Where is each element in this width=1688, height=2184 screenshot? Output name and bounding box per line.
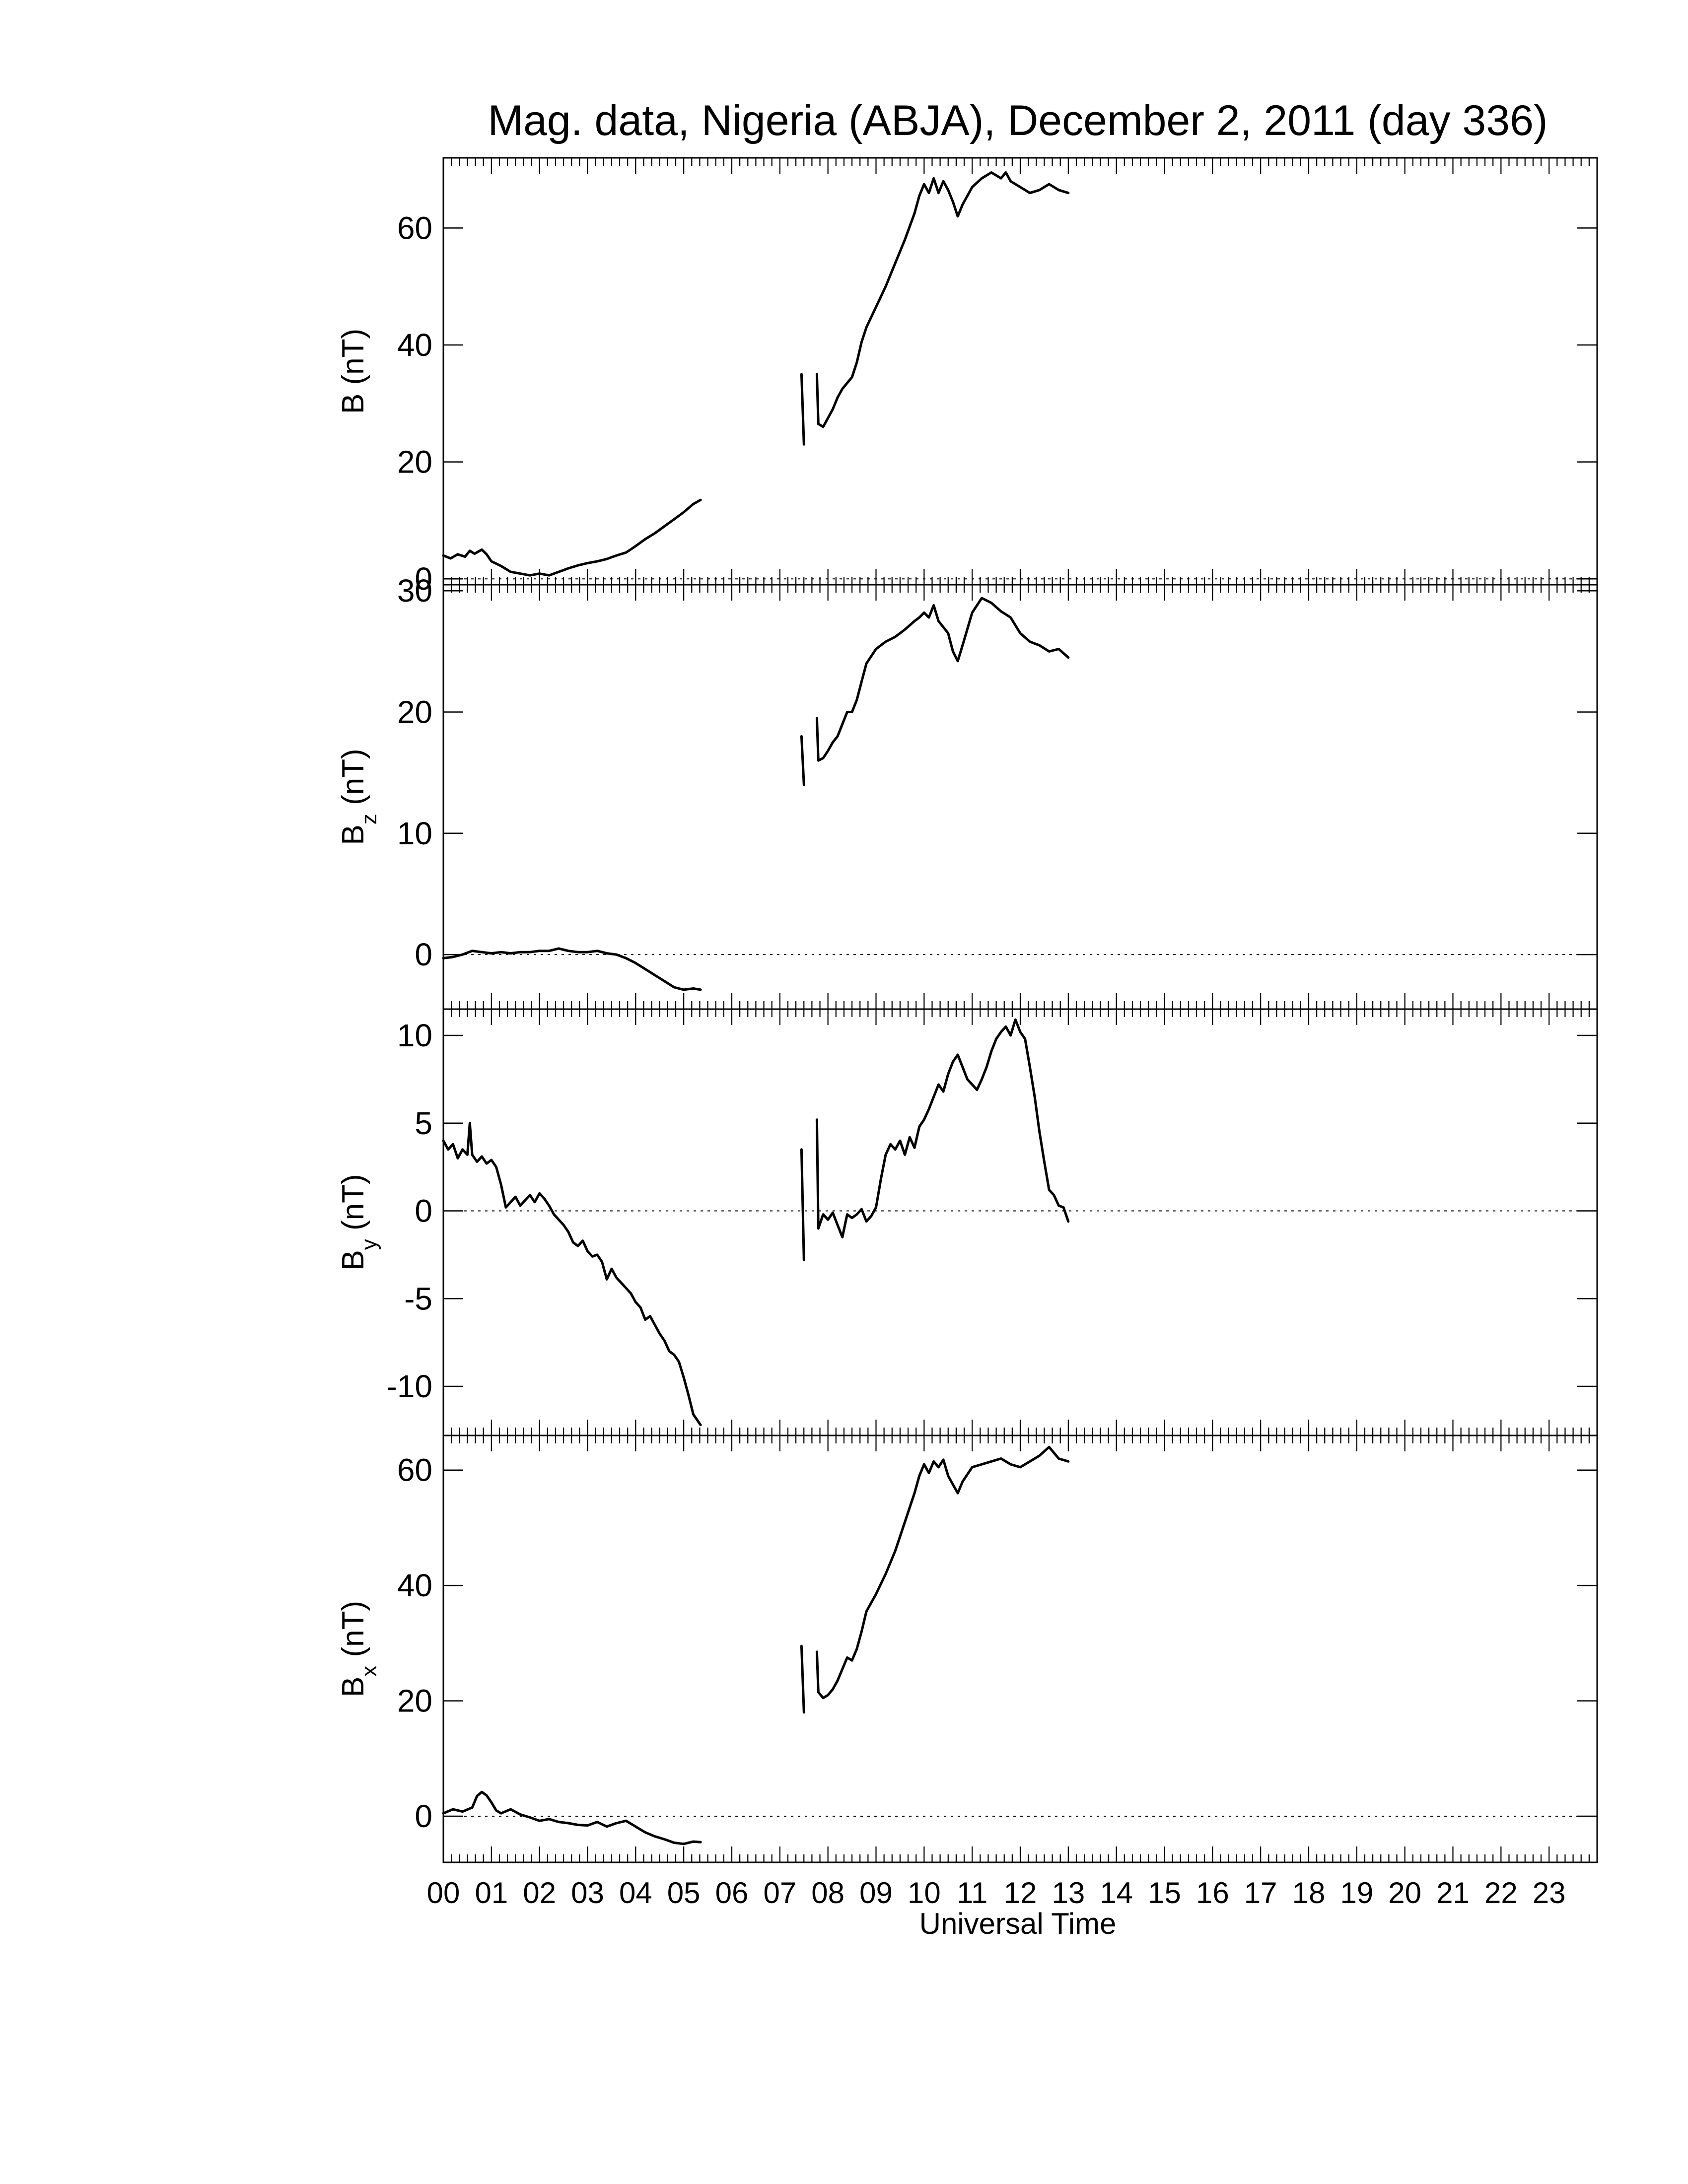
y-tick-label-B: 0 xyxy=(415,561,432,597)
x-tick-label: 21 xyxy=(1436,1876,1470,1910)
y-tick-label-Bx: 60 xyxy=(397,1452,432,1488)
y-axis-label-By: By (nT) xyxy=(336,1174,381,1270)
y-label-subscript: z xyxy=(357,814,381,824)
x-tick-label: 10 xyxy=(908,1876,941,1910)
y-axis-label-B: B (nT) xyxy=(336,329,370,414)
y-tick-label-Bx: 20 xyxy=(397,1683,432,1719)
panel-By: -10 -5 0 5 10 By (nT) xyxy=(336,1008,1598,1436)
y-label-unit: (nT) xyxy=(336,329,370,394)
x-tick-label: 22 xyxy=(1484,1876,1518,1910)
series-By-segment-0 xyxy=(442,1122,702,1427)
y-tick-label-By: 5 xyxy=(415,1105,432,1141)
series-Bz-segment-2 xyxy=(815,597,1070,762)
x-tick-label: 14 xyxy=(1100,1876,1133,1910)
x-tick-label: 18 xyxy=(1292,1876,1326,1910)
x-tick-label: 04 xyxy=(619,1876,652,1910)
x-tick-label: 09 xyxy=(859,1876,893,1910)
x-tick-label: 16 xyxy=(1196,1876,1229,1910)
y-label-symbol: B xyxy=(336,1250,370,1270)
x-axis-label: Universal Time xyxy=(919,1907,1117,1940)
figure-title: Mag. data, Nigeria (ABJA), December 2, 2… xyxy=(488,97,1547,144)
series-Bz-segment-0 xyxy=(442,947,702,991)
y-tick-label-Bx: 40 xyxy=(397,1568,432,1603)
y-tick-label-By: 10 xyxy=(397,1018,432,1053)
x-tick-label: 19 xyxy=(1340,1876,1373,1910)
y-tick-label-Bz: 30 xyxy=(397,573,432,609)
x-tick-label: 23 xyxy=(1533,1876,1566,1910)
x-tick-label: 05 xyxy=(667,1876,701,1910)
x-tick-labels: 00 01 02 03 04 05 06 07 08 09 10 11 12 13 14 15 16 17 18 19… xyxy=(427,1876,1566,1910)
x-tick-label: 07 xyxy=(763,1876,796,1910)
panel-Bx: 0 20 40 60 Bx (nT) xyxy=(336,1434,1598,1863)
series-By-segment-1 xyxy=(800,1148,805,1261)
y-tick-label-By: -10 xyxy=(387,1368,433,1404)
y-axis-label-Bx: Bx (nT) xyxy=(336,1601,381,1697)
y-label-subscript: x xyxy=(357,1666,381,1677)
y-tick-label-B: 40 xyxy=(397,327,432,363)
series-By-segment-2 xyxy=(815,1018,1070,1238)
x-tick-label: 08 xyxy=(811,1876,844,1910)
x-tick-label: 01 xyxy=(475,1876,508,1910)
y-label-symbol: B xyxy=(336,1677,370,1697)
y-tick-label-Bz: 0 xyxy=(415,937,432,972)
x-tick-label: 13 xyxy=(1052,1876,1085,1910)
series-Bx-segment-2 xyxy=(815,1445,1070,1700)
x-tick-label: 03 xyxy=(571,1876,604,1910)
y-label-symbol: B xyxy=(336,394,370,414)
y-label-unit: (nT) xyxy=(336,1174,370,1239)
y-tick-label-B: 20 xyxy=(397,444,432,480)
panels-container: 0 20 40 60 B (nT) 0 10 20 30 Bz (nT) -10 -5 0 5 10 By (… xyxy=(336,157,1598,1863)
x-tick-label: 02 xyxy=(523,1876,556,1910)
y-tick-label-By: -5 xyxy=(404,1281,432,1316)
y-label-unit: (nT) xyxy=(336,749,370,814)
series-B-segment-0 xyxy=(442,498,702,577)
x-tick-label: 06 xyxy=(715,1876,749,1910)
y-label-symbol: B xyxy=(336,824,370,845)
x-tick-label: 12 xyxy=(1004,1876,1037,1910)
y-tick-label-Bx: 0 xyxy=(415,1798,432,1834)
x-tick-label: 15 xyxy=(1148,1876,1181,1910)
panel-Bz: 0 10 20 30 Bz (nT) xyxy=(336,573,1598,1010)
y-tick-label-By: 0 xyxy=(415,1193,432,1229)
y-label-subscript: y xyxy=(357,1239,381,1250)
y-label-unit: (nT) xyxy=(336,1601,370,1666)
panel-B: 0 20 40 60 B (nT) xyxy=(336,157,1598,597)
y-tick-label-Bz: 10 xyxy=(397,816,432,851)
y-tick-label-Bz: 20 xyxy=(397,694,432,730)
x-tick-label: 11 xyxy=(957,1876,987,1910)
x-tick-label: 00 xyxy=(427,1876,460,1910)
x-tick-label: 17 xyxy=(1244,1876,1277,1910)
x-tick-label: 20 xyxy=(1388,1876,1421,1910)
series-Bx-segment-1 xyxy=(800,1644,805,1714)
y-axis-label-Bz: Bz (nT) xyxy=(336,749,381,845)
series-B-segment-2 xyxy=(815,171,1070,428)
series-B-segment-1 xyxy=(800,373,805,446)
series-Bx-segment-0 xyxy=(442,1790,702,1845)
series-Bz-segment-1 xyxy=(800,735,805,786)
y-tick-label-B: 60 xyxy=(397,210,432,246)
